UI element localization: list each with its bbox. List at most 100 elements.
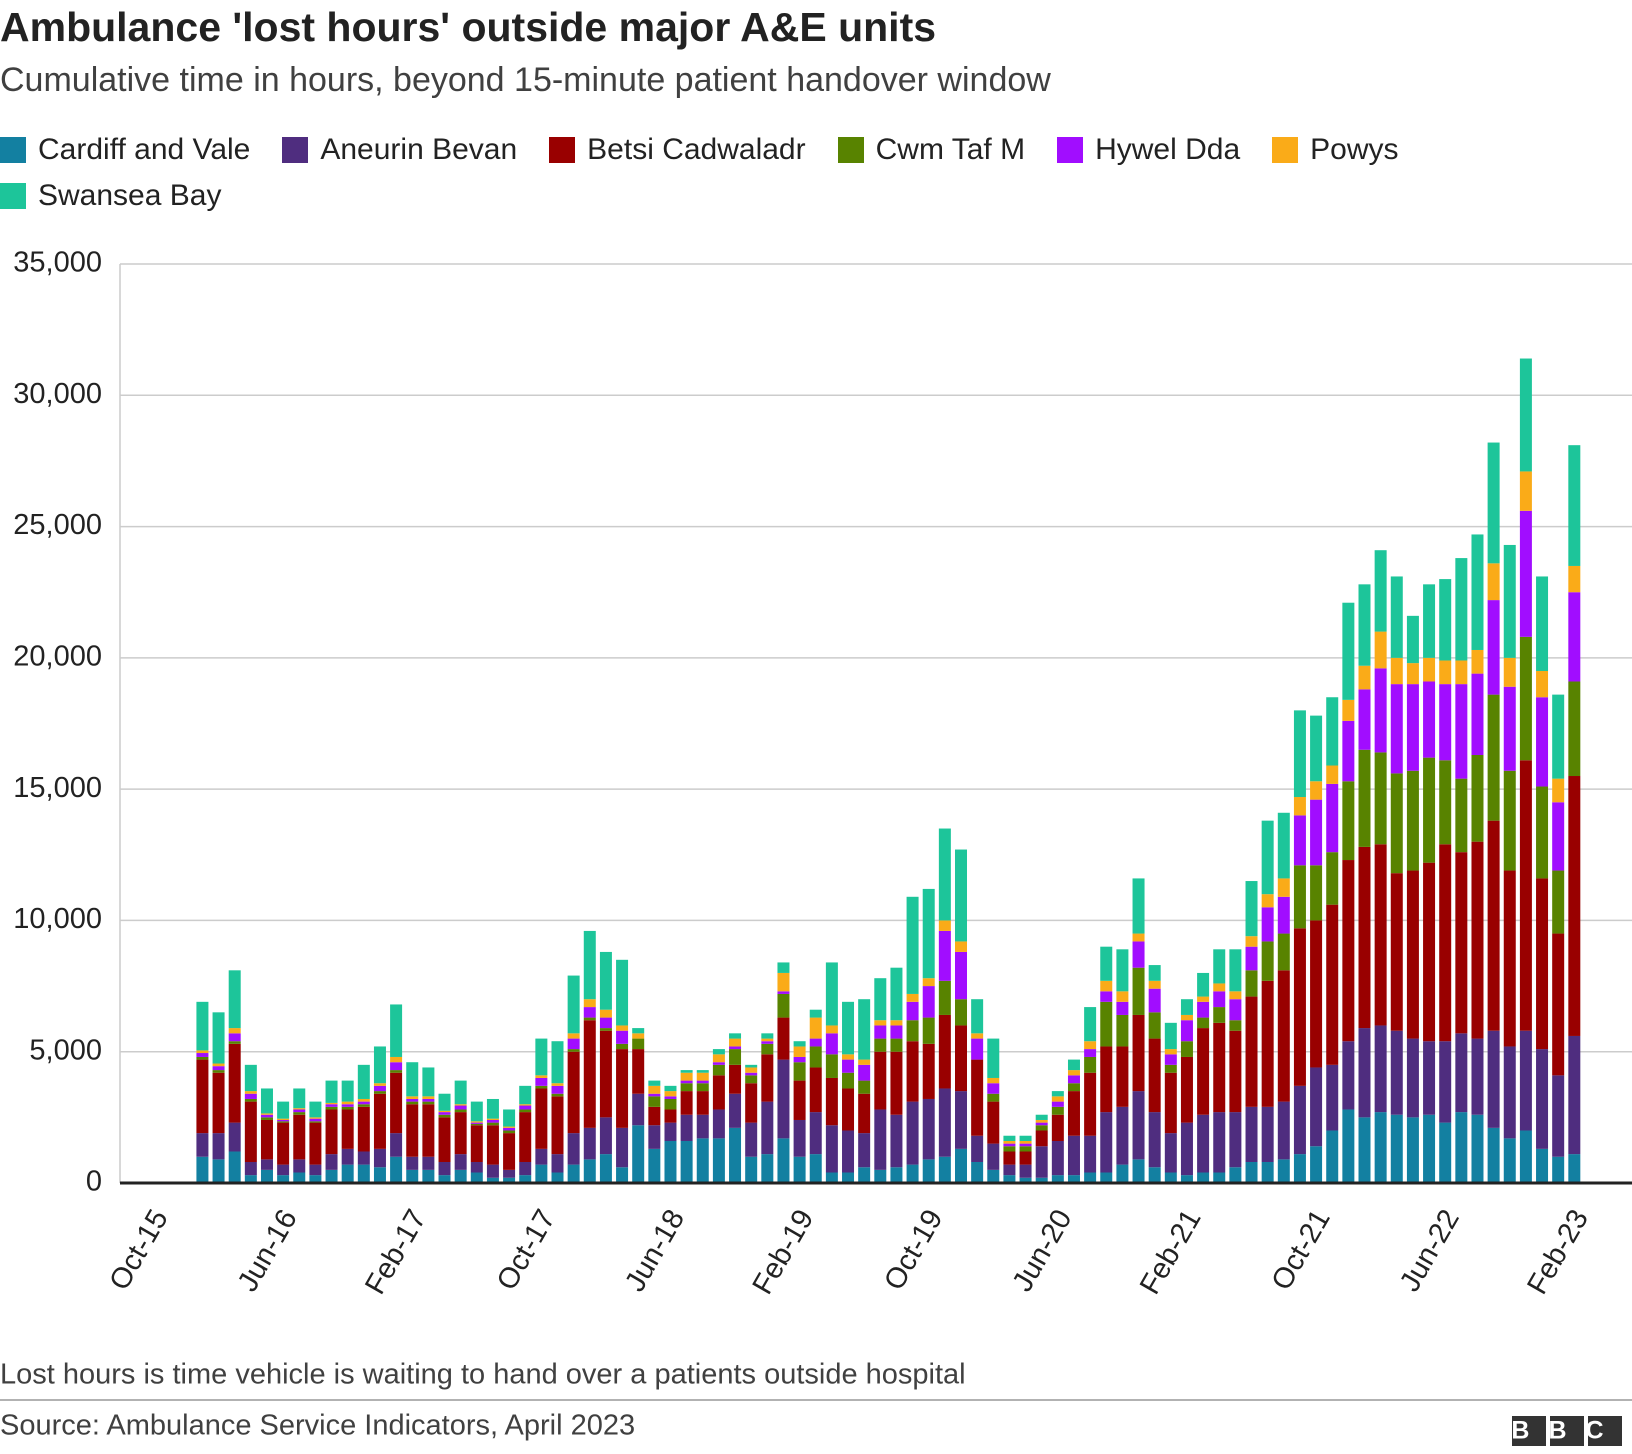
bar-segment	[341, 1109, 354, 1149]
bar-segment	[1035, 1125, 1048, 1131]
bar-segment	[1180, 1014, 1193, 1021]
bar-segment	[955, 1025, 967, 1092]
bar-segment	[938, 828, 951, 921]
bar-segment	[777, 1017, 790, 1060]
bar-segment	[648, 1125, 661, 1149]
bar-segment	[486, 1177, 499, 1183]
bar-segment	[890, 967, 903, 1021]
bar-segment	[1326, 904, 1339, 1065]
bar-segment	[244, 1064, 257, 1092]
bar-segment	[341, 1104, 354, 1107]
bar-segment	[260, 1117, 273, 1120]
bar-segment	[357, 1064, 370, 1099]
bar-segment	[260, 1119, 273, 1160]
bar-segment	[1423, 862, 1436, 1042]
bar-segment	[599, 1009, 612, 1018]
legend-swatch	[0, 183, 26, 209]
bar-segment	[1310, 1146, 1323, 1183]
bar-segment	[842, 1059, 855, 1073]
bar-segment	[293, 1114, 306, 1160]
bar-segment	[712, 1075, 725, 1110]
bar-segment	[761, 1154, 774, 1183]
bar-segment	[1471, 755, 1484, 842]
bar-segment	[648, 1080, 661, 1086]
bar-segment	[196, 1053, 209, 1057]
bar-segment	[1455, 778, 1468, 853]
bar-segment	[1406, 870, 1419, 1039]
bar-segment	[1116, 1106, 1129, 1165]
bar-segment	[729, 1064, 742, 1094]
bar-segment	[1035, 1146, 1048, 1178]
bars	[196, 358, 1581, 1183]
bar-segment	[1471, 673, 1484, 756]
bar-segment	[422, 1101, 435, 1105]
bar-segment	[1342, 720, 1355, 782]
legend-item: Cardiff and Vale	[0, 132, 250, 168]
bar-segment	[390, 1133, 403, 1157]
legend-swatch	[837, 137, 864, 163]
bar-segment	[1003, 1143, 1016, 1147]
bar-segment	[309, 1117, 322, 1119]
bar-segment	[971, 999, 984, 1034]
bar-segment	[1439, 1122, 1452, 1183]
bar-segment	[260, 1114, 273, 1118]
bar-segment	[1568, 1154, 1581, 1183]
legend-swatch	[549, 137, 576, 163]
bar-segment	[922, 1159, 935, 1183]
bar-segment	[712, 1064, 725, 1076]
bar-segment	[373, 1167, 386, 1183]
bar-segment	[1116, 1014, 1129, 1047]
bar-segment	[519, 1175, 532, 1183]
bar-segment	[1148, 965, 1161, 981]
bar-segment	[906, 1001, 919, 1021]
bar-segment	[1310, 865, 1323, 921]
bar-segment	[1019, 1143, 1032, 1147]
x-tick-label: Oct-15	[103, 1204, 174, 1295]
bar-segment	[1439, 760, 1452, 845]
bar-segment	[277, 1164, 290, 1176]
legend-swatch	[282, 137, 309, 163]
bar-segment	[1277, 970, 1290, 1102]
bar-segment	[422, 1098, 435, 1102]
bar-segment	[1568, 445, 1581, 566]
bar-segment	[1358, 665, 1371, 690]
bar-segment	[842, 1172, 855, 1183]
bar-segment	[1067, 1070, 1080, 1076]
bar-segment	[1390, 1114, 1403, 1183]
bar-segment	[309, 1164, 322, 1176]
bar-segment	[906, 1101, 919, 1165]
bar-segment	[971, 1161, 984, 1183]
bar-segment	[1180, 1041, 1193, 1057]
bar-segment	[696, 1091, 709, 1115]
legend-label: Cardiff and Vale	[38, 133, 251, 166]
bar-segment	[567, 1164, 580, 1183]
bar-segment	[535, 1085, 548, 1089]
bar-segment	[422, 1096, 435, 1099]
bar-segment	[1051, 1091, 1064, 1097]
bar-segment	[1471, 841, 1484, 1039]
bar-segment	[1116, 991, 1129, 1002]
bar-segment	[1116, 1046, 1129, 1107]
bar-segment	[1310, 799, 1323, 866]
bar-segment	[1552, 1075, 1565, 1157]
bar-segment	[874, 1020, 887, 1026]
bar-segment	[1277, 933, 1290, 971]
y-tick-label: 35,000	[13, 247, 102, 279]
bar-segment	[745, 1064, 758, 1068]
bar-segment	[293, 1172, 306, 1183]
bar-segment	[519, 1109, 532, 1113]
bar-segment	[470, 1125, 483, 1162]
bar-segment	[1374, 1025, 1387, 1113]
bar-segment	[842, 1001, 855, 1055]
bar-segment	[809, 1154, 822, 1183]
bar-segment	[293, 1109, 306, 1113]
bar-segment	[1035, 1177, 1048, 1183]
bar-segment	[680, 1140, 693, 1183]
bar-segment	[1180, 999, 1193, 1015]
bar-segment	[971, 1135, 984, 1162]
bar-segment	[277, 1101, 290, 1119]
bar-segment	[680, 1080, 693, 1084]
bar-segment	[1197, 1001, 1210, 1018]
bar-segment	[599, 1017, 612, 1029]
bar-segment	[519, 1104, 532, 1106]
